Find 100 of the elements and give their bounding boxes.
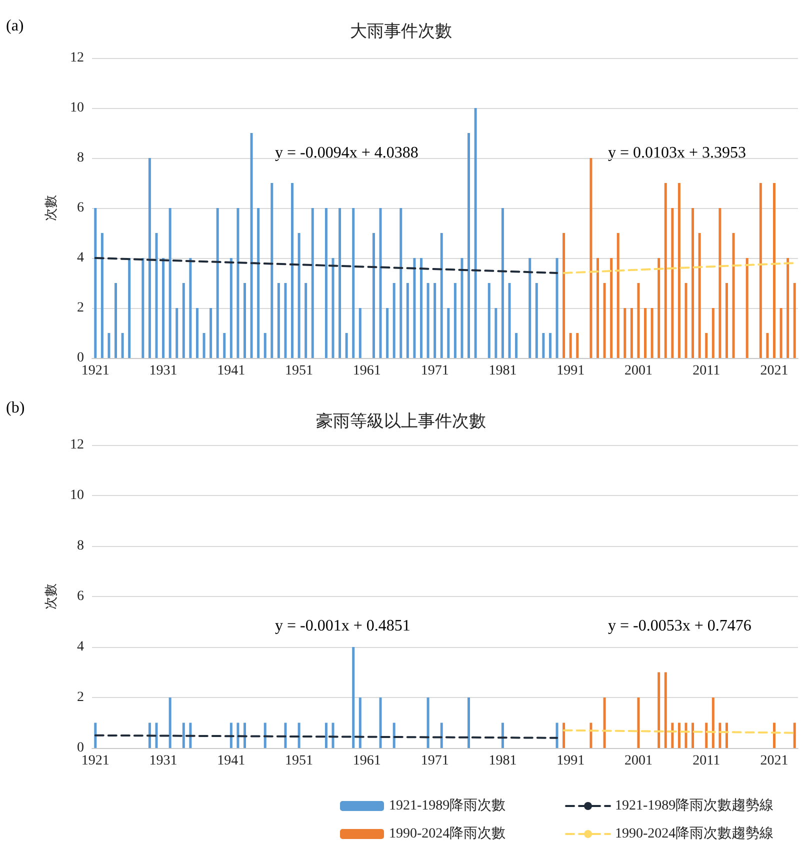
bar <box>168 698 172 748</box>
x-tick-label: 1991 <box>556 364 585 378</box>
bar <box>264 722 266 748</box>
bar <box>454 283 456 358</box>
bar <box>678 722 680 748</box>
bar <box>379 208 382 358</box>
x-tick-label: 2001 <box>624 754 652 768</box>
bar <box>562 233 566 358</box>
bar <box>358 698 362 748</box>
bar <box>304 283 308 358</box>
bar <box>216 208 219 358</box>
bar <box>718 722 722 748</box>
bar <box>705 722 708 748</box>
bar <box>345 333 348 358</box>
y-tick-label: 0 <box>77 350 84 366</box>
bar <box>746 258 748 358</box>
y-tick-label: 10 <box>70 488 84 503</box>
bar <box>569 333 572 358</box>
y-tick-label: 6 <box>77 200 84 216</box>
bar <box>590 722 592 748</box>
bar <box>332 258 334 358</box>
bar <box>162 258 165 358</box>
bar <box>692 722 694 748</box>
bar <box>155 233 158 358</box>
x-tick-label: 1981 <box>488 754 517 768</box>
annotation: y = -0.0053x + 0.7476 <box>608 618 752 634</box>
annotation: y = -0.0094x + 4.0388 <box>275 144 418 162</box>
bar <box>488 283 490 358</box>
bar <box>460 258 464 358</box>
y-tick-label: 4 <box>77 250 84 266</box>
bar <box>386 308 389 358</box>
x-tick-label: 1941 <box>217 364 246 378</box>
bar <box>664 183 667 358</box>
bar <box>562 722 566 748</box>
y-axis-title: 次數 <box>44 584 59 610</box>
bar <box>610 258 613 358</box>
bar <box>658 258 660 358</box>
bar <box>468 698 470 748</box>
y-tick-label: 8 <box>77 538 84 554</box>
bar <box>142 258 144 358</box>
x-tick-label: 1921 <box>81 364 110 378</box>
y-tick-label: 12 <box>70 50 84 66</box>
x-tick-label: 1961 <box>352 754 381 768</box>
bar <box>766 333 769 358</box>
bar <box>712 308 714 358</box>
chart-title: 豪雨等級以上事件次數 <box>316 412 486 432</box>
y-tick-label: 6 <box>77 589 84 604</box>
bar <box>189 258 192 358</box>
bar <box>413 258 416 358</box>
bar <box>148 722 151 748</box>
bar <box>182 722 185 748</box>
bar <box>155 722 158 748</box>
x-tick-label: 2011 <box>692 364 720 378</box>
bar <box>392 722 396 748</box>
bar <box>400 208 402 358</box>
bar <box>189 722 192 748</box>
bar <box>732 233 735 358</box>
bar <box>772 183 776 358</box>
bar <box>284 283 287 358</box>
x-tick-label: 2001 <box>624 364 652 378</box>
bar <box>236 722 240 748</box>
bar <box>474 108 477 358</box>
bar <box>440 722 443 748</box>
bar <box>501 208 504 358</box>
y-tick-label: 8 <box>77 150 84 166</box>
x-tick-label: 1951 <box>285 364 314 378</box>
bar <box>556 722 558 748</box>
bar <box>406 283 409 358</box>
bar <box>603 698 606 748</box>
bar <box>270 183 274 358</box>
x-tick-label: 1941 <box>217 754 246 768</box>
bar <box>684 722 688 748</box>
bar <box>501 722 504 748</box>
bar <box>332 722 334 748</box>
x-tick-label: 1981 <box>488 364 517 378</box>
bar <box>277 283 280 358</box>
bar <box>494 308 498 358</box>
bar <box>556 258 558 358</box>
x-tick-label: 1991 <box>556 754 585 768</box>
x-tick-label: 2021 <box>760 364 788 378</box>
bar <box>644 308 647 358</box>
bar <box>725 283 728 358</box>
x-tick-label: 1931 <box>149 364 178 378</box>
bar <box>603 283 606 358</box>
bar <box>420 258 422 358</box>
bar <box>664 672 667 748</box>
bar <box>324 208 328 358</box>
bar <box>508 283 511 358</box>
bar <box>196 308 198 358</box>
chart-title: 大雨事件次數 <box>350 22 452 42</box>
bar <box>671 208 674 358</box>
x-tick-label: 2011 <box>692 754 720 768</box>
bar <box>637 698 640 748</box>
bar <box>468 133 470 358</box>
bar <box>121 333 124 358</box>
bar <box>705 333 708 358</box>
bar <box>793 283 796 358</box>
bar <box>182 283 185 358</box>
bar <box>725 722 728 748</box>
bar <box>243 722 246 748</box>
